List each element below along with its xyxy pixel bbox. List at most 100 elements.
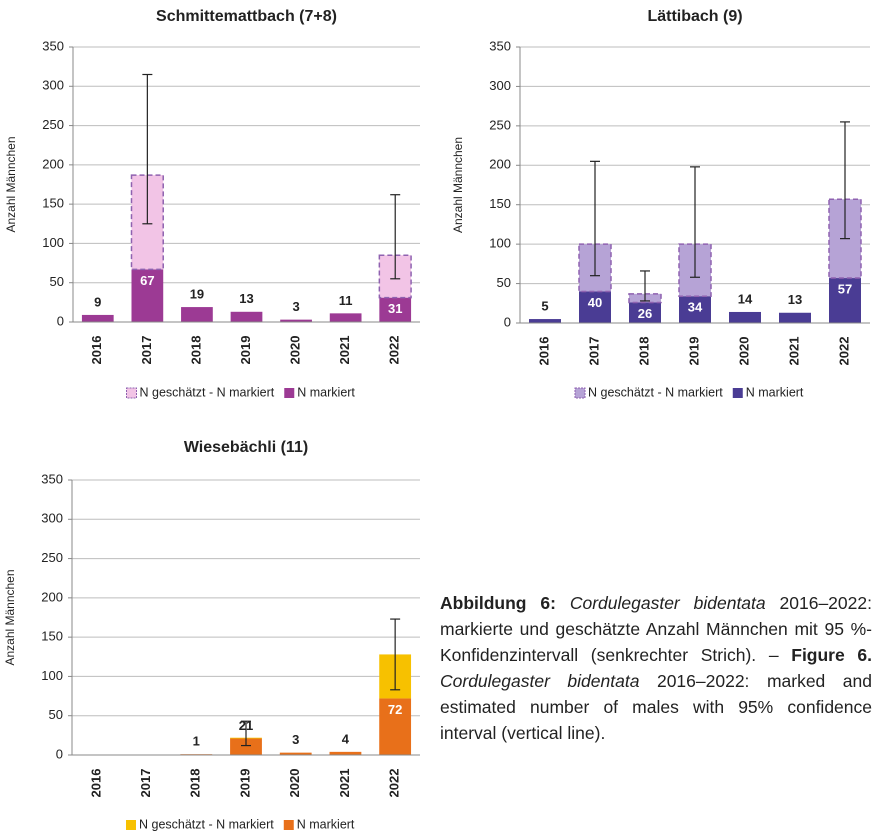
legend-label: N geschätzt - N markiert [588, 385, 723, 399]
data-label: 26 [638, 306, 652, 321]
caption-run: Figure 6. [791, 645, 872, 665]
x-tick-label: 2018 [636, 337, 651, 366]
caption-run: 2016–2022: markierte und geschätzte Anza… [440, 593, 872, 665]
caption-run: Cordulegaster bidentata [569, 593, 766, 613]
x-tick-label: 2019 [238, 336, 253, 365]
x-tick-label: 2022 [387, 336, 402, 365]
x-tick-label: 2020 [287, 769, 302, 798]
data-label: 40 [588, 295, 602, 310]
bar [379, 297, 412, 322]
x-tick-label: 2021 [337, 769, 352, 798]
bar [679, 296, 711, 323]
legend-swatch [283, 820, 294, 830]
caption-run: Abbildung 6: [440, 593, 570, 613]
y-tick-label: 350 [42, 38, 64, 53]
x-tick-label: 2020 [288, 336, 303, 365]
x-tick-label: 2017 [586, 337, 601, 366]
data-label: 34 [688, 300, 703, 315]
bar [329, 751, 362, 755]
x-tick-label: 2020 [736, 337, 751, 366]
legend-swatch [732, 388, 743, 398]
bar [81, 314, 114, 322]
y-tick-label: 100 [42, 235, 64, 250]
x-tick-label: 2021 [786, 337, 801, 366]
chart-title: Wiesebächli (11) [184, 439, 308, 456]
legend-label: N markiert [297, 385, 355, 399]
chart-title: Schmittemattbach (7+8) [156, 8, 337, 25]
x-tick-label: 2019 [237, 769, 252, 798]
x-tick-label: 2022 [836, 337, 851, 366]
data-label: 72 [388, 702, 402, 717]
y-axis-label: Anzahl Männchen [4, 136, 18, 232]
legend-label: N geschätzt - N markiert [139, 817, 274, 831]
data-label: 5 [541, 298, 548, 313]
y-tick-label: 150 [489, 196, 511, 211]
bar [230, 738, 262, 755]
y-tick-label: 50 [497, 275, 511, 290]
bar [529, 319, 561, 323]
data-label: 1 [193, 734, 200, 749]
y-axis-label: Anzahl Männchen [451, 137, 465, 233]
y-tick-label: 250 [41, 550, 63, 565]
x-tick-label: 2021 [337, 336, 352, 365]
bar [829, 278, 861, 323]
legend-swatch [126, 387, 137, 399]
x-tick-label: 2018 [188, 336, 203, 365]
y-tick-label: 150 [42, 196, 64, 211]
x-tick-label: 2016 [536, 337, 551, 366]
bar [230, 311, 263, 322]
x-tick-label: 2022 [387, 769, 402, 798]
y-tick-label: 0 [57, 313, 64, 328]
y-tick-label: 350 [489, 38, 511, 53]
y-tick-label: 250 [42, 117, 64, 132]
y-tick-label: 50 [49, 707, 63, 722]
data-label: 31 [388, 301, 402, 316]
x-tick-label: 2017 [139, 336, 154, 365]
bar [629, 302, 661, 323]
y-tick-label: 0 [504, 314, 511, 329]
bar [280, 319, 312, 322]
y-tick-label: 300 [41, 511, 63, 526]
caption-run: 2016–2022: marked and estimated number o… [440, 671, 873, 743]
data-label: 3 [292, 732, 299, 747]
x-tick-label: 2016 [88, 769, 103, 798]
chart-title: Lättibach (9) [647, 8, 742, 25]
y-tick-label: 200 [489, 157, 511, 172]
data-label: 67 [140, 273, 154, 288]
y-tick-label: 300 [489, 78, 511, 93]
bar [329, 313, 362, 322]
x-tick-label: 2019 [686, 337, 701, 366]
y-tick-label: 350 [41, 471, 63, 486]
y-tick-label: 50 [50, 274, 64, 289]
x-tick-label: 2016 [89, 336, 104, 365]
y-tick-label: 100 [41, 668, 63, 683]
bar [379, 698, 412, 755]
x-tick-label: 2017 [138, 769, 153, 798]
legend-swatch [574, 387, 586, 399]
data-label: 13 [788, 292, 802, 307]
y-tick-label: 200 [42, 156, 64, 171]
bar [779, 312, 811, 323]
caption-run: Cordulegaster bidentata [440, 671, 640, 691]
y-axis-label: Anzahl Männchen [3, 569, 17, 665]
bar [131, 269, 164, 322]
y-tick-label: 200 [41, 589, 63, 604]
data-label: 57 [838, 281, 852, 296]
data-label: 3 [292, 299, 299, 314]
bar [579, 291, 611, 323]
data-label: 11 [339, 293, 353, 308]
y-tick-label: 300 [42, 78, 64, 93]
y-tick-label: 0 [56, 746, 63, 761]
legend-swatch [284, 388, 295, 398]
data-label: 14 [738, 291, 753, 306]
data-label: 13 [239, 291, 253, 306]
legend-label: N geschätzt - N markiert [140, 385, 275, 399]
data-label: 4 [342, 731, 350, 746]
data-label: 9 [94, 294, 101, 309]
y-tick-label: 100 [489, 236, 511, 251]
bar [181, 307, 213, 322]
data-label: 19 [190, 287, 204, 302]
bar [729, 311, 761, 323]
